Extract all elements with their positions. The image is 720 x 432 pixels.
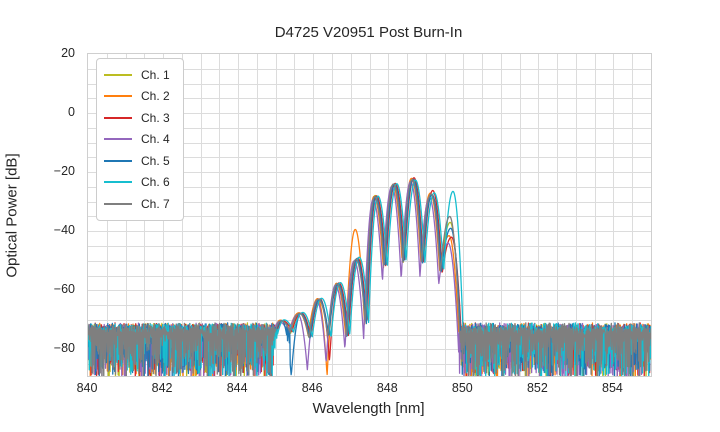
- legend-item-ch-4: Ch. 4: [104, 129, 175, 151]
- x-tick-label: 842: [151, 381, 173, 395]
- y-tick-label: 20: [61, 46, 75, 60]
- x-tick-label: 854: [602, 381, 623, 395]
- legend-item-ch-6: Ch. 6: [104, 172, 175, 194]
- y-tick-label: −20: [53, 164, 75, 179]
- x-tick-label: 850: [451, 381, 473, 395]
- chart-title: D4725 V20951 Post Burn-In: [274, 24, 463, 41]
- x-tick-label: 846: [301, 381, 323, 395]
- legend-line-swatch: [104, 95, 132, 98]
- x-axis-label: Wavelength [nm]: [312, 400, 425, 417]
- legend-line-swatch: [104, 138, 132, 141]
- legend-line-swatch: [104, 181, 132, 184]
- legend-label: Ch. 1: [141, 67, 170, 82]
- legend-label: Ch. 2: [141, 89, 170, 104]
- legend-item-ch-5: Ch. 5: [104, 150, 175, 172]
- legend-line-swatch: [104, 159, 132, 162]
- x-tick-label: 852: [526, 381, 548, 395]
- legend: Ch. 1 Ch. 2 Ch. 3 Ch. 4 Ch. 5 Ch. 6 Ch. 7: [96, 58, 184, 221]
- y-tick-label: −80: [53, 341, 75, 356]
- x-tick-label: 848: [376, 381, 398, 395]
- legend-label: Ch. 4: [141, 132, 170, 147]
- legend-label: Ch. 5: [141, 153, 170, 168]
- y-tick-label: −60: [53, 282, 75, 297]
- legend-item-ch-7: Ch. 7: [104, 193, 175, 215]
- y-tick-label: 0: [68, 105, 75, 120]
- legend-line-swatch: [104, 73, 132, 76]
- legend-line-swatch: [104, 202, 132, 205]
- legend-item-ch-3: Ch. 3: [104, 107, 175, 129]
- legend-label: Ch. 6: [141, 175, 170, 190]
- x-tick-label: 844: [226, 381, 248, 395]
- legend-item-ch-2: Ch. 2: [104, 86, 175, 108]
- legend-line-swatch: [104, 116, 132, 119]
- legend-label: Ch. 3: [141, 110, 170, 125]
- legend-label: Ch. 7: [141, 196, 170, 211]
- legend-item-ch-1: Ch. 1: [104, 64, 175, 86]
- x-tick-label: 840: [76, 381, 98, 395]
- y-tick-label: −40: [53, 223, 75, 238]
